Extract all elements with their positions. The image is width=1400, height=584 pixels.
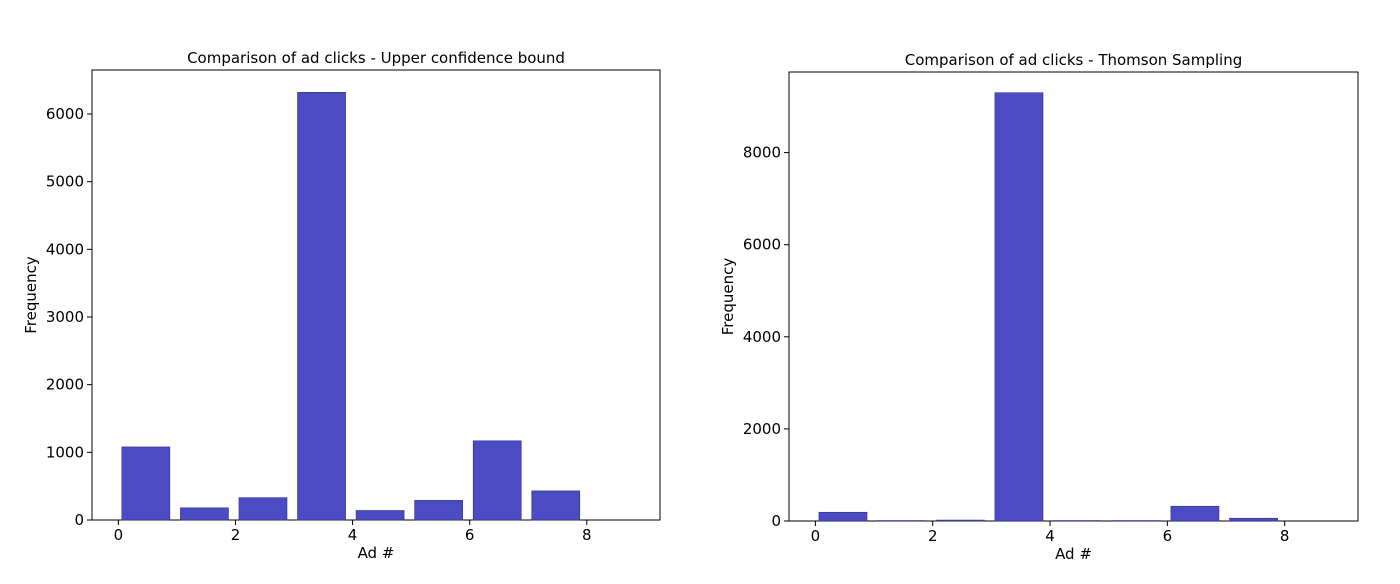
bar-7 <box>1229 517 1278 522</box>
x-tick-label: 2 <box>928 527 938 545</box>
bar-1 <box>180 507 229 521</box>
chart-title: Comparison of ad clicks - Thomson Sampli… <box>905 51 1243 69</box>
x-tick-label: 4 <box>1045 527 1055 545</box>
chart-thompson: Comparison of ad clicks - Thomson Sampli… <box>719 51 1359 563</box>
bar-3 <box>994 92 1044 522</box>
bar-2 <box>238 497 288 521</box>
y-tick-label: 5000 <box>46 173 84 191</box>
y-axis-label: Frequency <box>22 256 40 334</box>
x-tick-label: 6 <box>465 526 475 544</box>
x-tick-label: 0 <box>114 526 124 544</box>
x-tick-label: 0 <box>811 527 821 545</box>
y-ticks: 0 1000 2000 3000 4000 5000 6000 <box>46 105 92 529</box>
chart-ucb: Comparison of ad clicks - Upper confiden… <box>22 49 661 562</box>
bar-0 <box>121 446 171 521</box>
bar-0 <box>818 511 868 522</box>
x-tick-label: 4 <box>348 526 358 544</box>
y-tick-label: 6000 <box>46 105 84 123</box>
x-axis-label: Ad # <box>1055 545 1092 563</box>
y-tick-label: 6000 <box>743 236 781 254</box>
x-tick-label: 6 <box>1163 527 1173 545</box>
bars <box>121 92 581 521</box>
bar-6 <box>1170 505 1220 522</box>
bar-5 <box>414 500 463 521</box>
bar-7 <box>531 490 581 521</box>
y-tick-label: 4000 <box>46 240 84 258</box>
x-tick-label: 8 <box>582 526 592 544</box>
y-tick-label: 0 <box>771 512 781 530</box>
plot-frame <box>788 71 1359 522</box>
x-tick-label: 2 <box>231 526 241 544</box>
y-axis-label: Frequency <box>719 258 737 336</box>
bar-3 <box>297 92 346 521</box>
plot-frame <box>91 69 661 521</box>
y-tick-label: 1000 <box>46 443 84 461</box>
x-axis-label: Ad # <box>358 544 395 562</box>
y-tick-label: 3000 <box>46 308 84 326</box>
y-tick-label: 4000 <box>743 328 781 346</box>
y-ticks: 0 2000 4000 6000 8000 <box>743 144 789 530</box>
y-tick-label: 2000 <box>46 376 84 394</box>
y-tick-label: 8000 <box>743 144 781 162</box>
bar-2 <box>935 519 985 522</box>
y-tick-label: 2000 <box>743 420 781 438</box>
x-ticks: 0 2 4 6 8 <box>114 520 592 544</box>
x-ticks: 0 2 4 6 8 <box>811 521 1290 545</box>
bars <box>818 92 1278 522</box>
bar-6 <box>472 440 522 521</box>
y-tick-label: 0 <box>74 511 84 529</box>
x-tick-label: 8 <box>1280 527 1290 545</box>
chart-title: Comparison of ad clicks - Upper confiden… <box>187 49 565 67</box>
bar-4 <box>355 510 405 521</box>
